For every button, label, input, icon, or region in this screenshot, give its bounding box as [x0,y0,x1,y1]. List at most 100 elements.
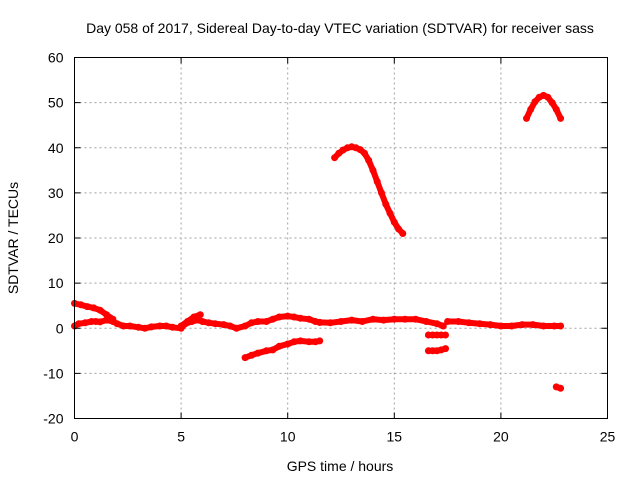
data-point [348,316,356,324]
x-tick-label: 0 [71,429,79,445]
data-point [90,304,98,312]
data-point [395,225,403,233]
data-point [442,345,449,353]
data-point [540,322,547,330]
data-point [382,200,390,208]
data-point [369,315,377,323]
data-point [326,319,334,327]
data-point [147,323,155,331]
data-point [390,315,398,323]
data-point [365,156,373,164]
x-axis-label: GPS time / hours [287,458,394,474]
data-point [220,321,228,329]
data-point [557,384,565,392]
data-point [337,318,345,325]
data-point [96,318,104,326]
data-point [358,318,366,325]
data-point [557,322,565,330]
data-point [305,315,313,323]
data-point [269,346,277,354]
x-tick-label: 15 [387,429,403,445]
chart-title: Day 058 of 2017, Sidereal Day-to-day VTE… [86,20,594,36]
data-point [113,320,121,328]
data-point [552,105,560,113]
data-point [198,318,206,325]
data-point [316,337,324,345]
data-point [497,322,505,330]
y-tick-label: -20 [43,411,63,427]
data-point [305,338,313,346]
data-point [196,311,204,319]
data-point [290,313,298,321]
y-tick-label: 10 [48,275,64,291]
data-point [275,313,283,321]
data-point [373,178,381,186]
data-point [442,331,449,339]
data-point [454,318,462,325]
data-point [284,340,292,348]
data-point [548,99,556,107]
data-point [248,351,255,359]
data-layer [71,91,565,392]
y-tick-label: 0 [56,320,64,336]
data-point [331,154,339,162]
data-point [316,318,324,326]
data-point [96,306,104,314]
data-point [369,166,377,174]
data-point [83,303,91,311]
data-point [75,320,83,328]
data-point [439,322,447,330]
data-point [211,320,219,328]
data-point [275,342,283,350]
data-point [361,149,368,157]
x-tick-label: 20 [493,429,509,445]
data-point [290,338,298,346]
y-tick-label: -10 [43,365,63,381]
data-point [508,322,516,330]
y-tick-label: 30 [48,185,64,201]
data-point [248,319,255,327]
data-point [241,322,249,330]
data-point [254,318,262,325]
data-point [433,320,441,328]
data-point [550,322,558,330]
data-point [297,314,304,322]
data-point [169,323,177,331]
data-point [190,313,198,321]
data-point [103,311,110,319]
data-point [156,322,164,330]
data-point [401,315,409,323]
y-tick-label: 20 [48,230,64,246]
data-point [476,320,484,328]
data-point [269,315,277,323]
data-point [141,324,149,332]
data-point [422,318,430,325]
data-point [486,321,494,329]
data-point [518,321,526,329]
data-point [177,322,185,330]
data-point [412,315,420,323]
data-point [544,93,552,101]
data-point [399,230,407,237]
data-point [184,318,191,325]
data-point [262,347,270,355]
x-tick-label: 10 [280,429,296,445]
x-tick-label: 25 [600,429,616,445]
data-point [262,318,270,325]
data-point [241,354,249,362]
data-point [557,114,565,122]
data-point [390,218,398,226]
data-point [444,318,452,325]
y-tick-label: 60 [48,50,64,66]
data-point [297,337,304,345]
data-point [226,322,234,330]
data-point [126,322,134,330]
y-axis-label: SDTVAR / TECUs [5,182,21,294]
data-point [109,315,117,323]
data-point [81,319,89,327]
data-point [465,319,473,327]
data-point [529,321,537,329]
data-point [527,105,535,113]
